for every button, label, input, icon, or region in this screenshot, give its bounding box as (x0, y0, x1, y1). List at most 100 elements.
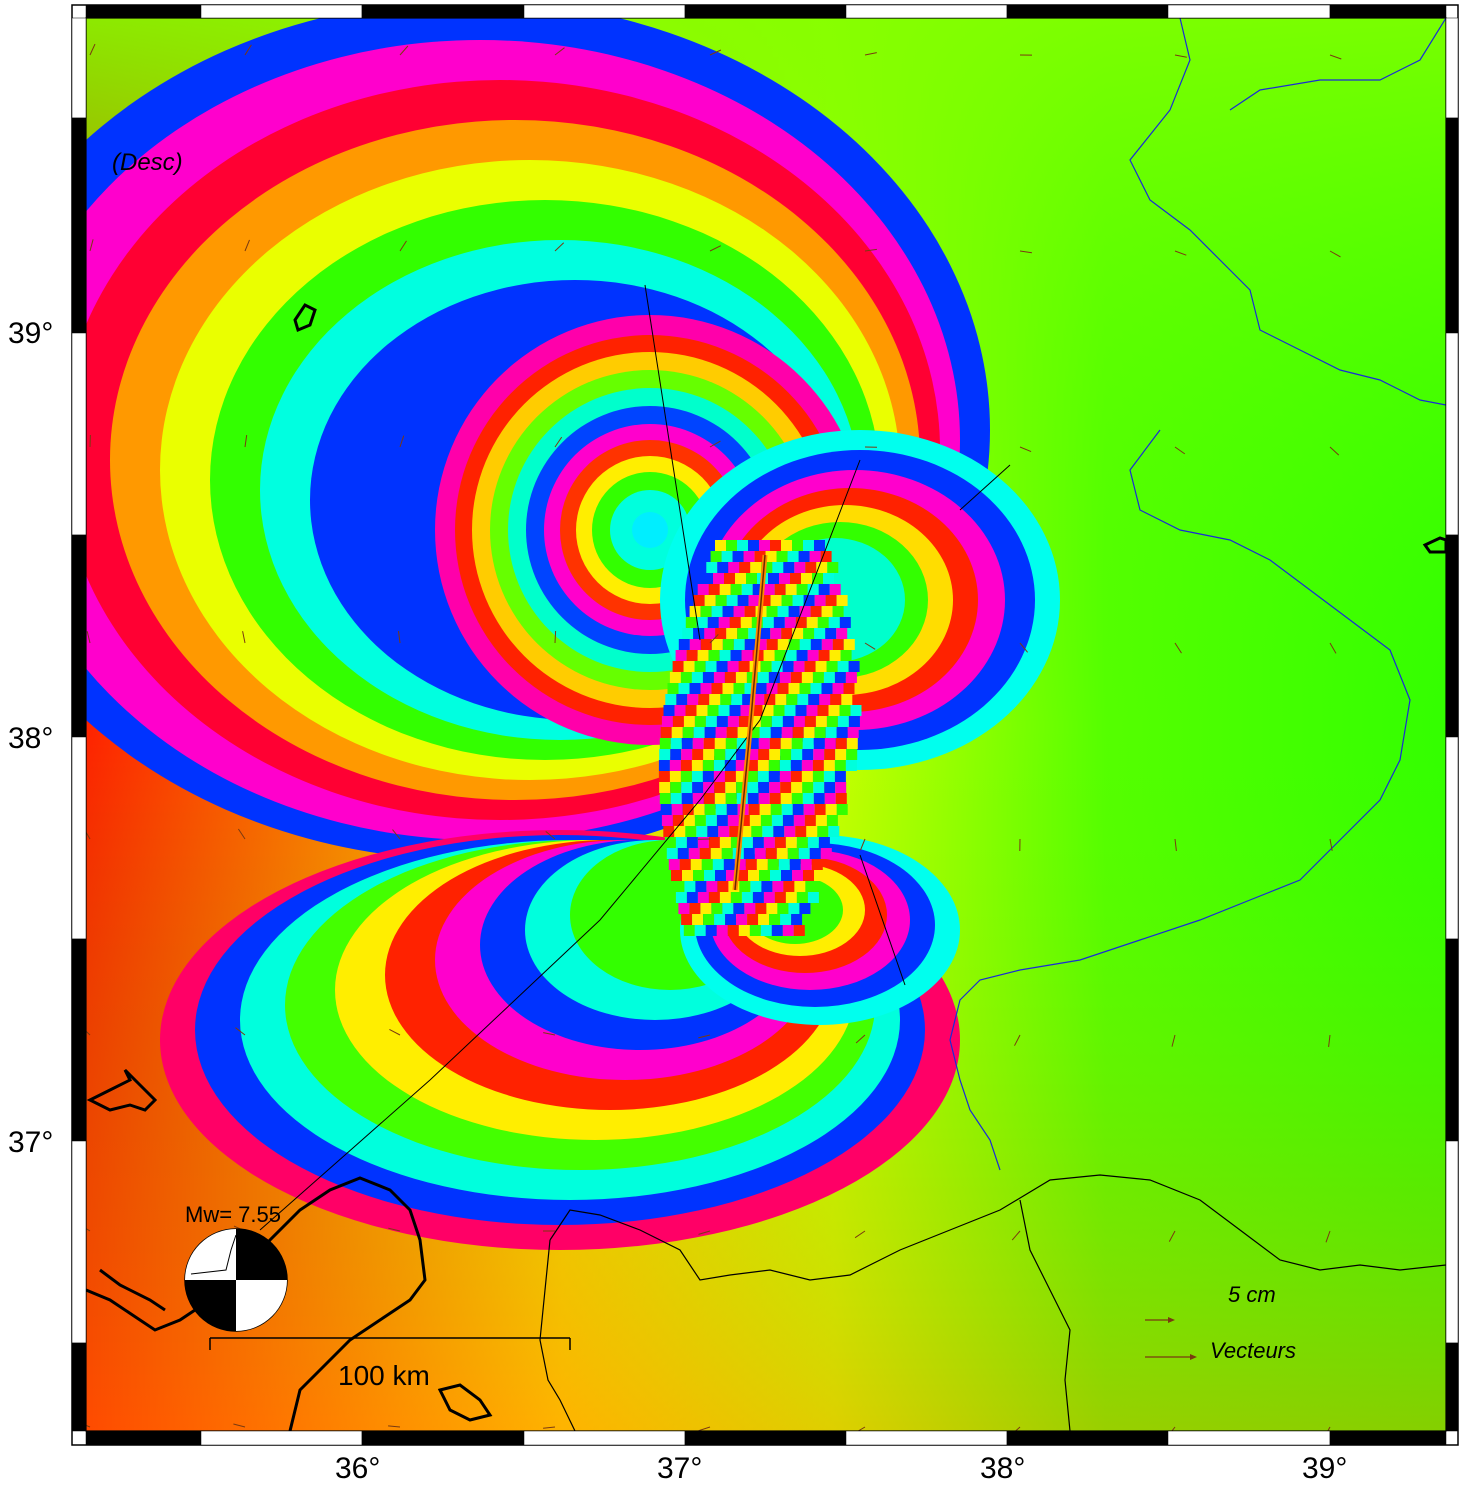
vector-arrow (709, 245, 722, 252)
vector-arrow (709, 440, 721, 448)
frame-segment (1445, 1140, 1459, 1344)
frame-segment (85, 1430, 202, 1446)
frame-segment (1329, 1430, 1447, 1446)
frame-segment (71, 1140, 87, 1344)
vector-arrow (1019, 446, 1032, 453)
coastline (86, 303, 1446, 1431)
vector-arrow (1174, 250, 1187, 256)
vector-arrow (89, 239, 94, 252)
frame-segment (200, 1430, 363, 1446)
frame-segment (523, 1430, 686, 1446)
vector-arrow (388, 1227, 401, 1232)
vector-arrow (543, 1032, 556, 1036)
vector-arrow (543, 1426, 556, 1429)
frame-segment (1445, 736, 1459, 940)
vector-arrow (1328, 1034, 1331, 1047)
vector-arrow (857, 1426, 866, 1431)
vector-arrow (709, 634, 719, 644)
vector-arrow (1174, 54, 1187, 58)
frame-segment (684, 4, 847, 19)
vector-arrow (1325, 1230, 1331, 1243)
vector-arrow (1168, 1230, 1176, 1242)
vector-arrow (399, 240, 407, 252)
map-body (86, 18, 1446, 1431)
vector-arrow (398, 631, 401, 644)
frame-segment (71, 117, 87, 334)
vector-arrow (698, 1426, 711, 1431)
vector-arrow (864, 642, 876, 650)
frame-segment (85, 4, 202, 19)
scale-bar (209, 1337, 571, 1350)
vector-arrow (1011, 1230, 1021, 1241)
frame-segment (1445, 117, 1459, 334)
frame-segment (71, 534, 87, 738)
lat-label: 38° (8, 722, 53, 755)
scale-bar-label: 100 km (338, 1360, 430, 1391)
legend-scale-value: 5 cm (1228, 1282, 1276, 1307)
vector-arrow (1327, 1426, 1331, 1431)
frame-segment (1445, 1342, 1459, 1432)
longitude-labels: 36° 37° 38° 39° (335, 1452, 1347, 1485)
vector-arrow (233, 1423, 246, 1428)
displacement-vectors (86, 43, 1342, 1431)
vector-arrow (392, 829, 401, 840)
frame-segment (1329, 4, 1447, 19)
frame-segment (71, 1342, 87, 1432)
vector-arrow (1329, 642, 1337, 654)
latitude-labels: 39° 38° 37° (8, 317, 53, 1159)
vector-arrow (86, 1030, 91, 1036)
vector-arrow (554, 242, 565, 252)
vector-arrow (1329, 446, 1340, 456)
map-frame (71, 4, 1459, 1446)
frame-segment (523, 4, 686, 19)
frame-segment (71, 736, 87, 940)
fault-geometry-lines (259, 284, 1011, 1231)
lat-label: 37° (8, 1126, 53, 1159)
vector-arrow (854, 1230, 866, 1239)
frame-segment (684, 1430, 847, 1446)
lat-label: 39° (8, 317, 53, 350)
vector-arrow (388, 1425, 401, 1428)
frame-segment (71, 17, 87, 119)
frame-segment (1445, 938, 1459, 1142)
vector-arrow (864, 248, 877, 252)
vector-arrow (242, 631, 246, 644)
lon-label: 36° (335, 1452, 380, 1485)
frame-segment (1445, 17, 1459, 119)
lon-label: 39° (1302, 1452, 1347, 1485)
vector-arrow (1329, 54, 1342, 60)
lon-label: 37° (657, 1452, 702, 1485)
vector-arrow (698, 1230, 711, 1235)
vector-arrow (709, 49, 722, 56)
frame-segment (1445, 534, 1459, 738)
legend-arrows (1145, 1317, 1197, 1360)
frame-segment (1006, 4, 1169, 19)
frame-segment (1167, 1430, 1331, 1446)
vector-arrow (1174, 642, 1182, 654)
fringe-core (658, 540, 862, 936)
frame-segment (361, 4, 525, 19)
view-label: (Desc) (112, 149, 183, 176)
frame-segment (1445, 332, 1459, 536)
vector-arrow (399, 45, 409, 56)
vector-arrow (554, 47, 565, 56)
vector-arrow (1019, 250, 1032, 254)
vector-arrow (244, 435, 248, 448)
vector-arrow (1171, 1034, 1176, 1047)
vector-arrow (545, 831, 556, 840)
vector-arrow (86, 831, 91, 840)
vector-arrow (1014, 1426, 1021, 1431)
focal-mechanism-beachball (184, 1228, 288, 1332)
river-lines (949, 18, 1446, 1171)
vector-arrow (86, 1424, 91, 1428)
vector-arrow (1174, 446, 1186, 455)
vector-arrow (1019, 642, 1028, 653)
vector-arrow (86, 1227, 91, 1232)
vector-arrow (864, 52, 877, 56)
rupture-outline (734, 554, 766, 891)
vector-arrow (554, 436, 563, 448)
vector-arrow (1174, 838, 1177, 851)
vector-arrow (1014, 1034, 1021, 1046)
vector-arrow (698, 1034, 711, 1039)
